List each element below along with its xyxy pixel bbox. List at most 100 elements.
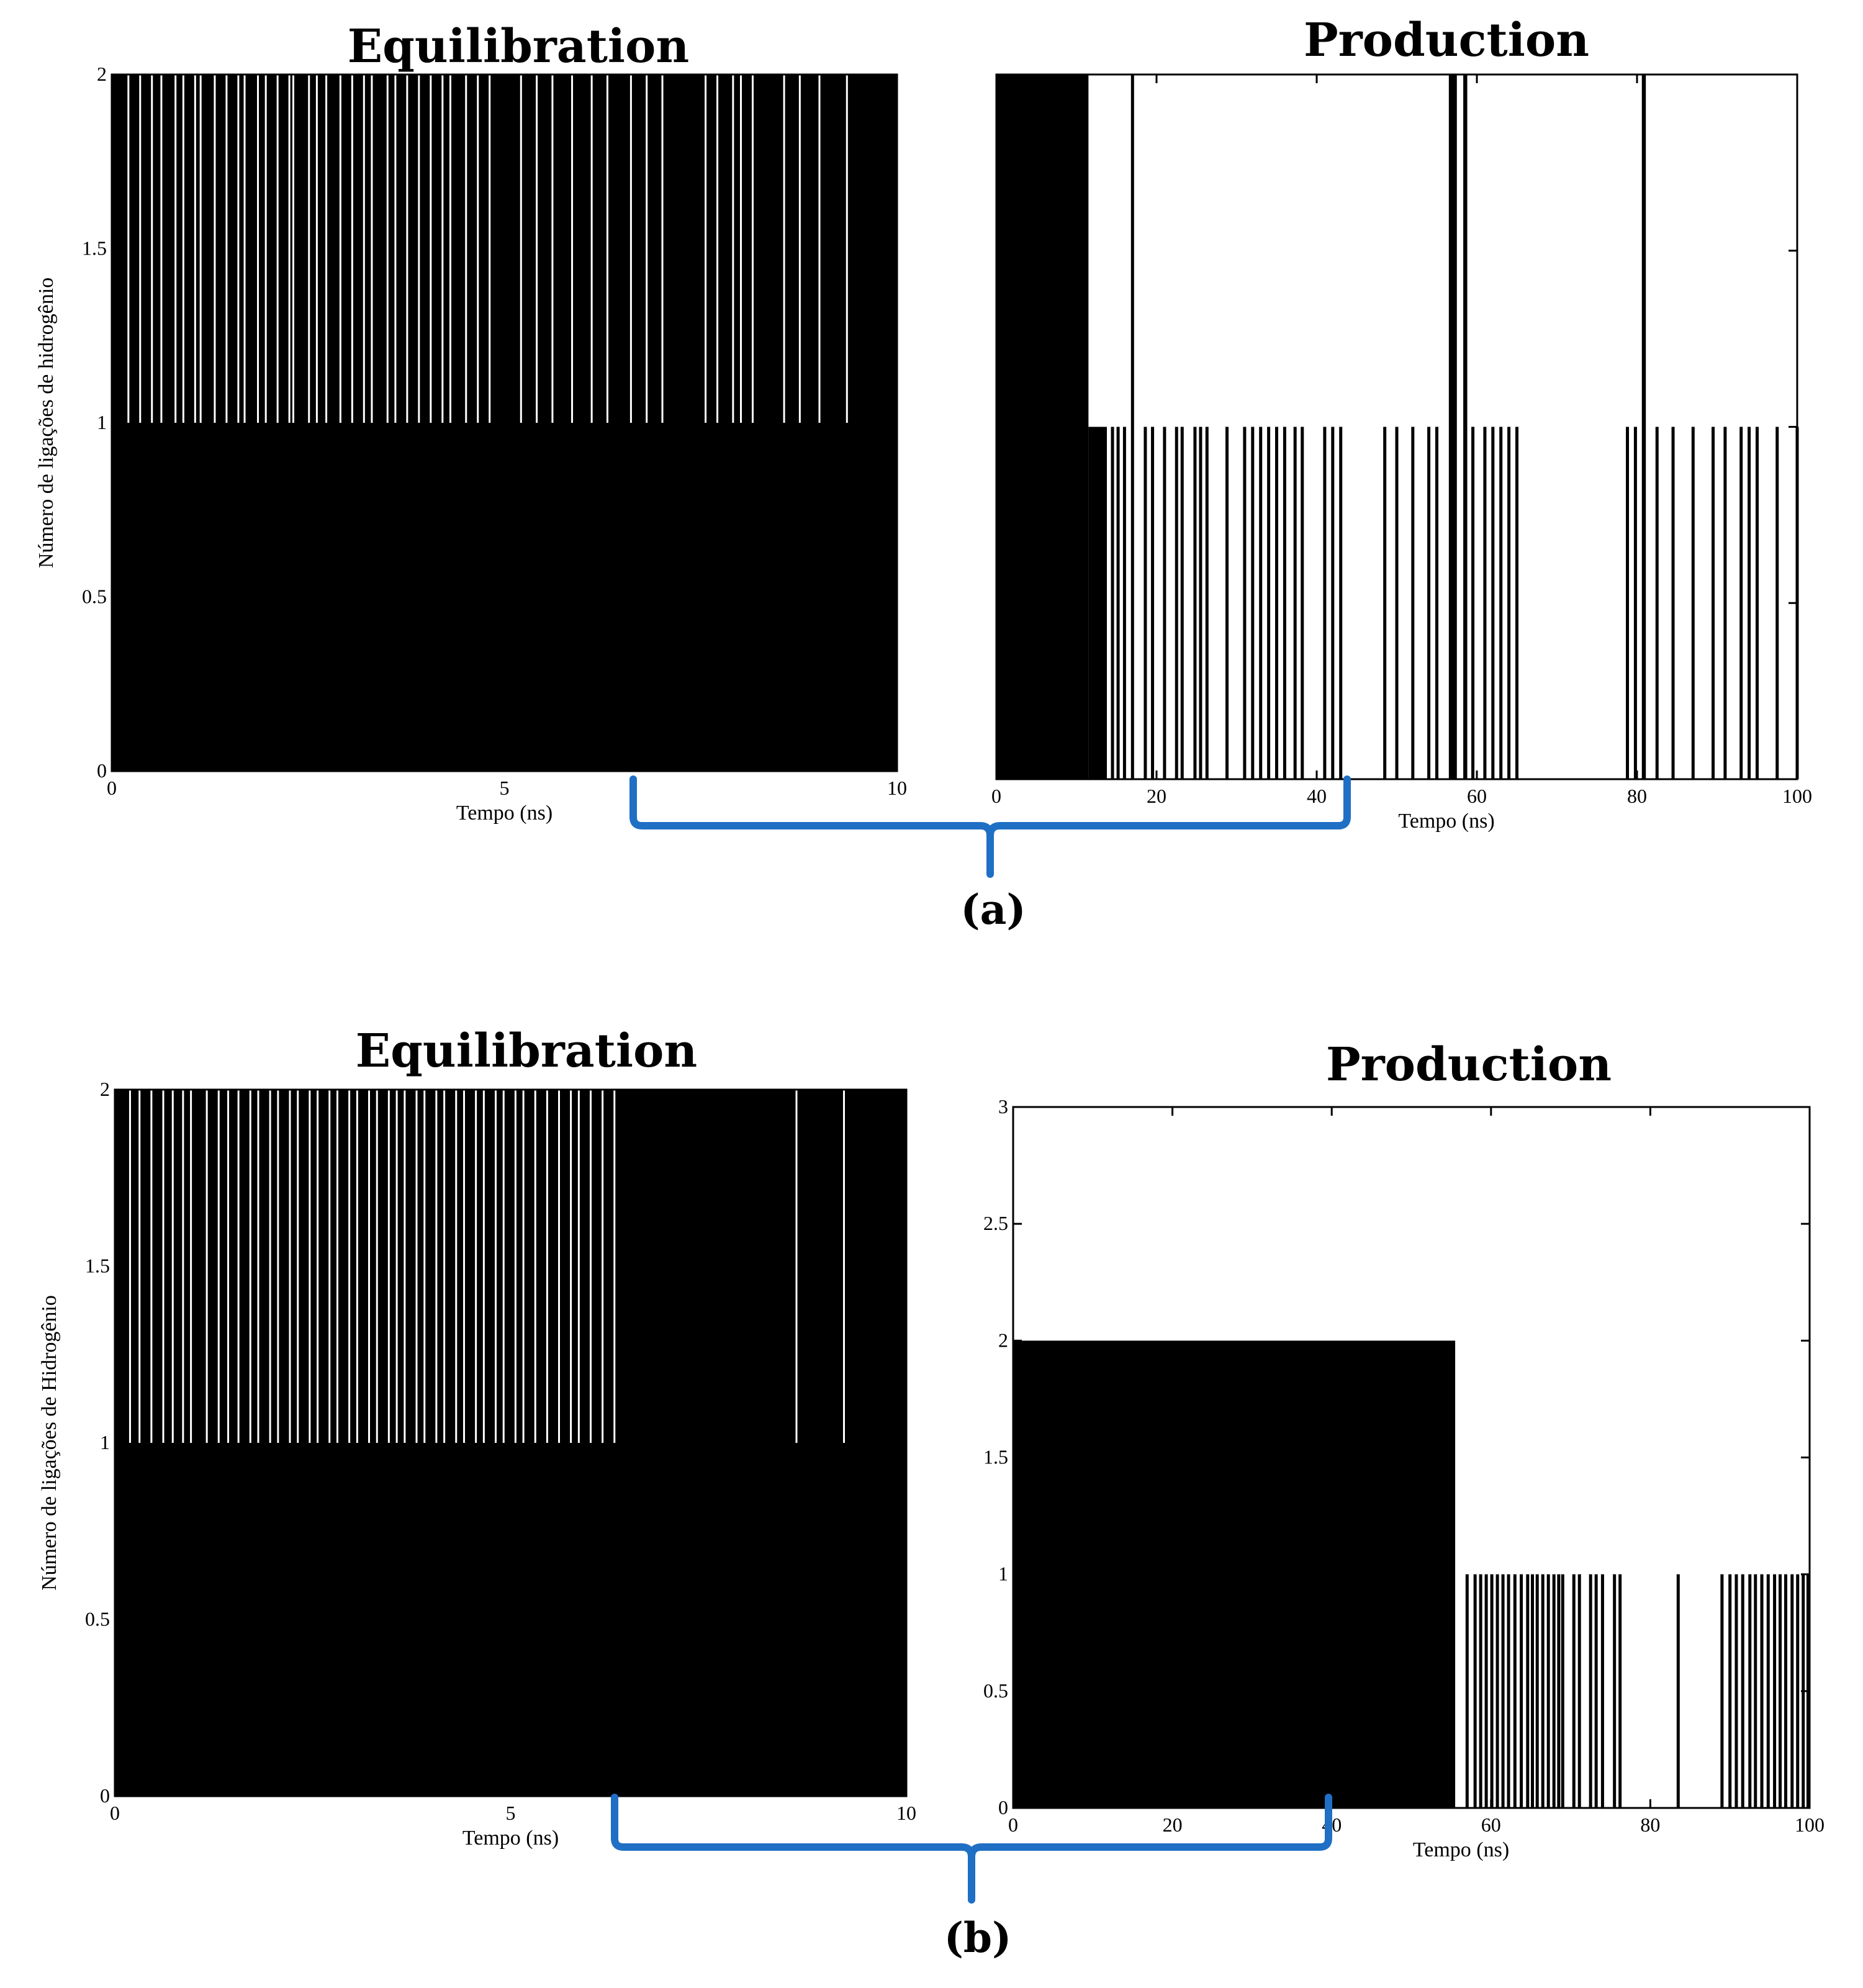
bar-gap (371, 75, 373, 423)
bar-gap (536, 75, 538, 423)
bar-gap (577, 1090, 580, 1443)
bar-gap (217, 1090, 220, 1443)
bar-gap (151, 75, 153, 423)
bar-gap (843, 1090, 845, 1443)
bar-gap (482, 1090, 485, 1443)
bar-gap (292, 75, 294, 423)
bar-gap (171, 1090, 174, 1443)
x-tick-label: 60 (1481, 1814, 1501, 1836)
bar-gap (328, 1090, 331, 1443)
bar-gap (798, 75, 801, 423)
bracket-brace (611, 1794, 1332, 1904)
bar-gap (443, 1090, 446, 1443)
bar-gap (716, 75, 719, 423)
bar-gap (237, 75, 240, 423)
bar-gap (558, 1090, 560, 1443)
bar-gap (522, 1090, 525, 1443)
bar-segment (1013, 1340, 1456, 1808)
bar-gap (194, 75, 196, 423)
bar-gap (129, 1090, 131, 1443)
bar-gap (386, 75, 389, 423)
y-tick-label: 0 (97, 759, 107, 782)
bars (1013, 1340, 1810, 1808)
y-tick-label: 1.5 (983, 1446, 1008, 1468)
bar-gap (160, 75, 163, 423)
chart-a-equilibration: Equilibration 0 5 10 0 0.5 1 1.5 2 Tempo (ns) Núme… (35, 20, 907, 825)
bar-gap (406, 75, 408, 423)
bar-gap (205, 1090, 208, 1443)
bar-gap (646, 75, 648, 423)
x-tick-label: 0 (110, 1802, 120, 1824)
bar-segment (112, 75, 897, 771)
bar-gap (225, 75, 228, 423)
bar-gap (387, 1090, 390, 1443)
bar-gap (363, 75, 365, 423)
y-axis-label: Número de ligações de hidrogênio (35, 278, 58, 568)
bar-gap (243, 75, 246, 423)
y-tick-label: 0 (998, 1796, 1008, 1819)
bar-gap (277, 1090, 279, 1443)
bar-gap (502, 1090, 505, 1443)
bar-gap (348, 1090, 351, 1443)
bar-gap (269, 1090, 271, 1443)
x-tick-label: 40 (1307, 785, 1327, 807)
y-tick-label: 3 (998, 1095, 1008, 1118)
bar-gap (257, 1090, 259, 1443)
bar-gap (475, 1090, 477, 1443)
chart-title: Production (1326, 1038, 1612, 1091)
bar-gap (423, 1090, 426, 1443)
chart-title: Equilibration (348, 20, 689, 73)
bar-gap (214, 75, 216, 423)
y-tick-label: 0 (100, 1784, 110, 1807)
bar-gap (276, 75, 279, 423)
bar-gap (571, 75, 574, 423)
bar-gap (404, 1090, 406, 1443)
x-tick-label: 20 (1163, 1814, 1183, 1836)
bar-gap (783, 75, 785, 423)
bar-segment (996, 75, 1089, 779)
bar-gap (430, 75, 432, 423)
y-tick-label: 0.5 (82, 585, 107, 608)
bar-gap (477, 75, 479, 423)
bar-gap (339, 75, 341, 423)
x-axis-label: Tempo (ns) (462, 1827, 559, 1850)
y-tick-label: 1 (97, 411, 107, 433)
bar-gap (520, 75, 522, 423)
y-tick-label: 1.5 (85, 1255, 110, 1277)
x-tick-label: 80 (1640, 1814, 1660, 1836)
x-axis-label: Tempo (ns) (1398, 810, 1494, 833)
bar-gap (602, 1090, 604, 1443)
bar-gap (613, 1090, 616, 1443)
bar-gap (705, 75, 707, 423)
brackets-layer (611, 775, 1351, 1904)
bar-segment (1641, 75, 1646, 779)
bar-gap (315, 75, 318, 423)
y-tick-label: 2.5 (983, 1212, 1008, 1234)
bar-gap (394, 75, 397, 423)
x-tick-label: 5 (506, 1802, 516, 1824)
bar-gap (629, 75, 632, 423)
bar-gap (237, 1090, 240, 1443)
chart-title: Production (1304, 14, 1589, 67)
bar-gap (257, 75, 259, 423)
x-tick-label: 20 (1147, 785, 1166, 807)
bar-gap (463, 1090, 465, 1443)
bar-gap (818, 75, 821, 423)
y-tick-label: 1.5 (82, 237, 107, 260)
x-tick-label: 5 (500, 777, 510, 799)
bar-gap (751, 75, 754, 423)
bar-gap (570, 1090, 572, 1443)
bar-gap (415, 1090, 418, 1443)
bars (112, 75, 897, 771)
y-tick-label: 0.5 (983, 1679, 1008, 1702)
bar-gap (356, 1090, 358, 1443)
bar-gap (227, 1090, 230, 1443)
bar-gap (288, 75, 291, 423)
bars (996, 75, 1799, 779)
bar-gap (289, 1090, 291, 1443)
bar-gap (376, 1090, 378, 1443)
bar-gap (127, 75, 130, 423)
bar-segment (115, 1090, 906, 1796)
